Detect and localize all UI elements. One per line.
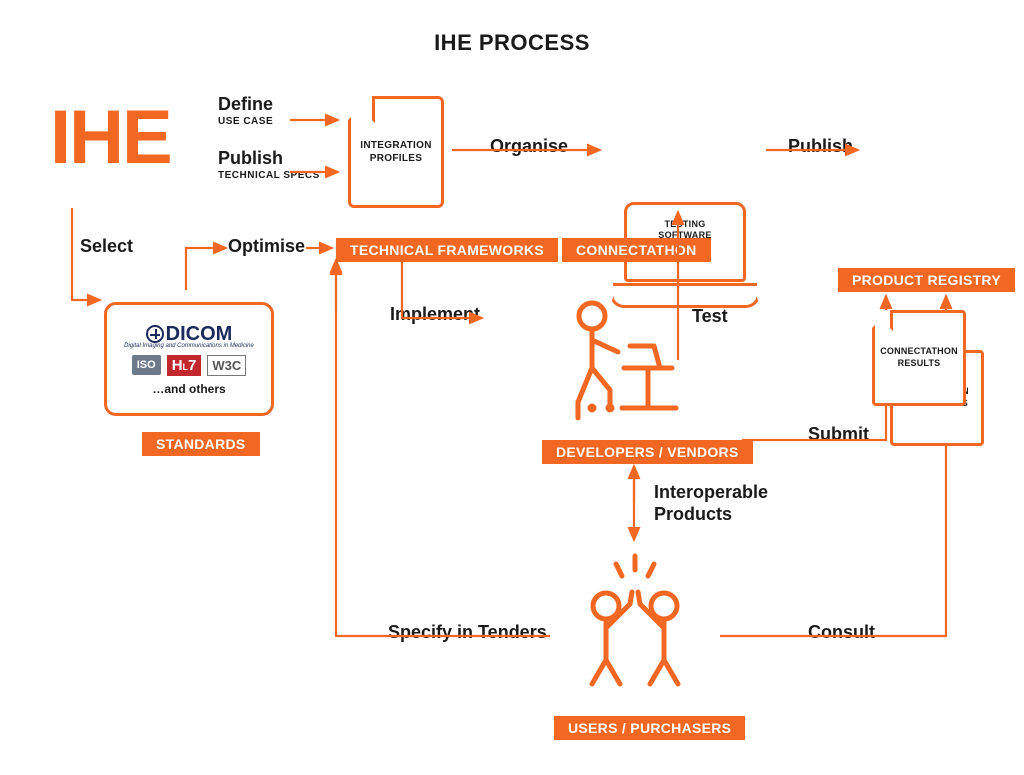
label-define: Define	[218, 94, 273, 115]
page-title: IHE PROCESS	[0, 30, 1024, 56]
standards-logos-row: ISO HL7 W3C	[132, 355, 247, 376]
doc-integration-profiles: INTEGRATION PROFILES	[348, 96, 444, 208]
ihe-logo: IHE	[50, 106, 171, 171]
label-products: Products	[654, 504, 732, 525]
label-select: Select	[80, 236, 133, 257]
label-interoperable: Interoperable	[654, 482, 768, 503]
label-consult: Consult	[808, 622, 875, 643]
label-publish-sub: TECHNICAL SPECS	[218, 170, 320, 181]
doc-results-text: CONNECTATHON RESULTS	[880, 346, 958, 369]
tag-product-registry: PRODUCT REGISTRY	[838, 268, 1015, 292]
tag-standards: STANDARDS	[142, 432, 260, 456]
dicom-sub: Digital Imaging and Communications in Me…	[124, 343, 254, 349]
label-organise: Organise	[490, 136, 568, 157]
label-publish2: Publish	[788, 136, 853, 157]
standards-box: DICOM Digital Imaging and Communications…	[104, 302, 274, 416]
tag-technical-frameworks: TECHNICAL FRAMEWORKS	[336, 238, 558, 262]
tag-connectathon: CONNECTATHON	[562, 238, 711, 262]
w3c-logo: W3C	[207, 355, 246, 376]
hl7-logo: HL7	[167, 355, 202, 376]
label-specify: Specify in Tenders	[388, 622, 547, 643]
label-optimise: Optimise	[228, 236, 305, 257]
label-publish: Publish	[218, 148, 283, 169]
tag-users: USERS / PURCHASERS	[554, 716, 745, 740]
doc-stack: CONNECTATHON RESULTS INTEGRATION STATEME…	[862, 310, 982, 450]
tag-developers: DEVELOPERS / VENDORS	[542, 440, 753, 464]
developer-icon	[550, 290, 700, 430]
label-submit: Submit	[808, 424, 869, 445]
users-icon	[560, 548, 710, 698]
doc-text: INTEGRATION PROFILES	[360, 139, 431, 165]
label-define-sub: USE CASE	[218, 116, 273, 127]
label-implement: Implement	[390, 304, 480, 325]
standards-others: …and others	[152, 382, 225, 396]
iso-logo: ISO	[132, 355, 161, 375]
